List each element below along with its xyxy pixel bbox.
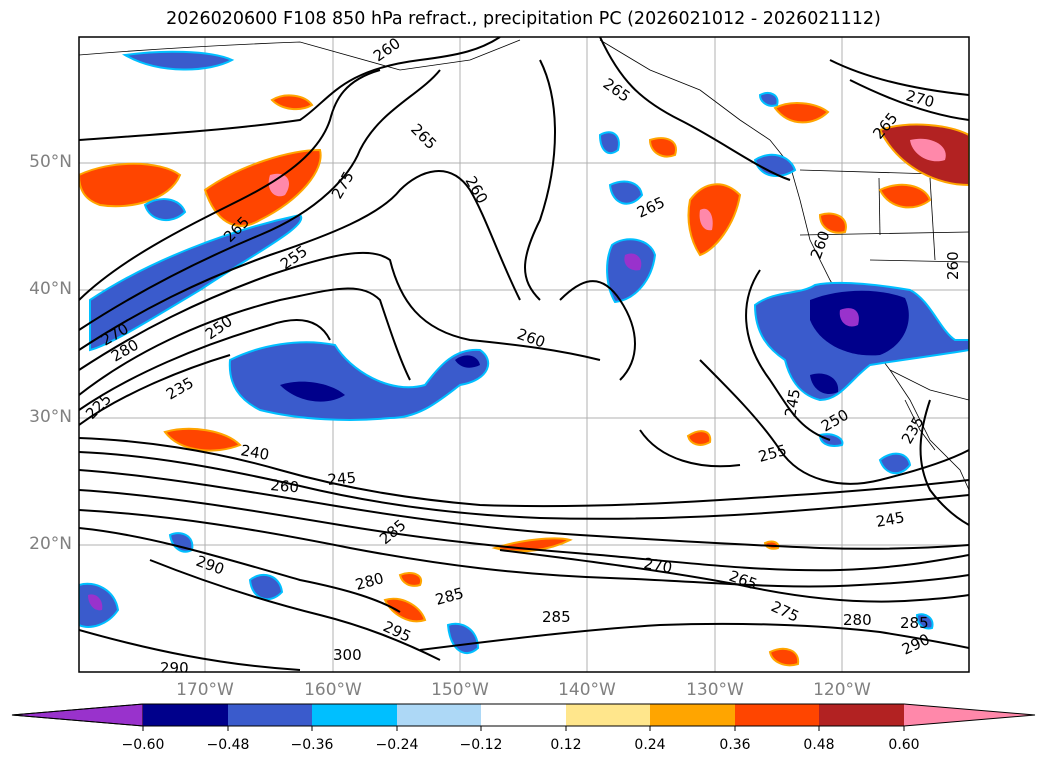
colorbar-segment	[819, 704, 904, 726]
map-frame	[78, 36, 970, 673]
contour-label: 285	[542, 608, 571, 626]
contour-label: 270	[642, 554, 673, 577]
colorbar-segment	[397, 704, 481, 726]
colorbar-segment	[735, 704, 819, 726]
colorbar-segment	[481, 704, 566, 726]
contour-label: 285	[900, 614, 929, 632]
colorbar-tick-label: 0.60	[888, 737, 920, 753]
lon-label-160w: 160°W	[304, 680, 362, 700]
colorbar-tick-label: 0.12	[550, 737, 582, 753]
colorbar-tick-label: 0.24	[634, 737, 666, 753]
contour-label: 260	[944, 251, 962, 280]
lat-label-40n: 40°N	[29, 279, 72, 299]
colorbar-tick-label: −0.48	[206, 737, 250, 753]
lon-label-170w: 170°W	[176, 680, 234, 700]
colorbar-tick-label: 0.36	[719, 737, 751, 753]
map-layers: 260 265 265 260 275 265 255 270 280 250 …	[79, 37, 969, 677]
contour-label: 245	[875, 508, 906, 531]
contour-label: 240	[239, 441, 270, 464]
contour-label: 290	[160, 659, 189, 677]
colorbar-tick-label: −0.12	[459, 737, 503, 753]
colorbar	[11, 703, 1036, 731]
lat-label-30n: 30°N	[29, 407, 72, 427]
refractivity-contours	[79, 37, 969, 671]
colorbar-tick-label: −0.36	[290, 737, 334, 753]
lon-label-130w: 130°W	[686, 680, 744, 700]
colorbar-segment	[904, 704, 1035, 726]
colorbar-segment	[566, 704, 650, 726]
colorbar-tick-label: 0.48	[803, 737, 835, 753]
contour-label: 245	[327, 469, 357, 489]
lat-label-20n: 20°N	[29, 534, 72, 554]
colorbar-tick-label: −0.60	[121, 737, 165, 753]
colorbar-segment	[312, 704, 397, 726]
colorbar-segment	[650, 704, 735, 726]
contour-label: 280	[843, 611, 872, 629]
contour-label: 300	[333, 646, 362, 664]
chart-title: 2026020600 F108 850 hPa refract., precip…	[166, 9, 881, 29]
colorbar-tick-label: −0.24	[375, 737, 419, 753]
colorbar-segment	[228, 704, 312, 726]
contour-label: 245	[781, 387, 804, 418]
lat-label-50n: 50°N	[29, 152, 72, 172]
lon-label-120w: 120°W	[813, 680, 871, 700]
colorbar-ticks	[142, 726, 905, 731]
lon-label-150w: 150°W	[431, 680, 489, 700]
contour-label: 260	[270, 476, 300, 496]
lon-label-140w: 140°W	[558, 680, 616, 700]
colorbar-segment	[143, 704, 228, 726]
negative-anomalies	[79, 50, 969, 654]
colorbar-segment	[11, 703, 144, 727]
